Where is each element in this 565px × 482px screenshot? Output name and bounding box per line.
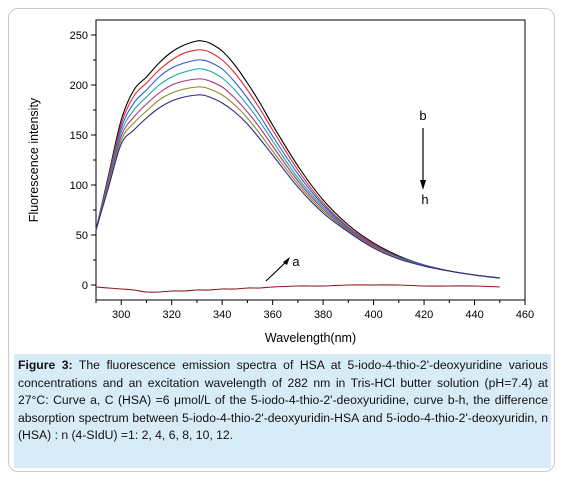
- annotation-arrowhead-a: [283, 257, 290, 265]
- series-line-curve-6: [95, 86, 500, 279]
- series-line-h: [95, 94, 500, 279]
- series-line-b: [95, 40, 500, 279]
- x-tick-label: 300: [112, 309, 130, 321]
- y-tick-label: 50: [76, 230, 88, 242]
- x-tick-label: 360: [263, 309, 281, 321]
- y-tick-label: 150: [70, 130, 88, 142]
- x-tick-label: 380: [314, 309, 332, 321]
- chart-series: [95, 40, 500, 293]
- x-axis-label: Wavelength(nm): [265, 331, 356, 345]
- annotation-label-a: a: [292, 254, 300, 269]
- y-tick-label: 200: [70, 80, 88, 92]
- annotation-label-b: b: [419, 108, 426, 123]
- x-tick-label: 460: [516, 309, 534, 321]
- annotation-arrow-a: [265, 260, 288, 282]
- figure-caption: Figure 3: The fluorescence emission spec…: [18, 357, 548, 445]
- series-line-a: [95, 284, 500, 293]
- y-tick-label: 100: [70, 180, 88, 192]
- x-tick-label: 320: [163, 309, 181, 321]
- chart-axes: 300 320 340 360 380 400 420 440 460 0 50 100 150 200 2…: [27, 19, 534, 345]
- y-tick-label: 0: [82, 280, 88, 292]
- series-line-curve-3: [95, 59, 500, 279]
- x-tick-label: 440: [465, 309, 483, 321]
- chart-annotations: b h a: [265, 108, 429, 282]
- y-axis-label: Fluorescence intensity: [27, 97, 41, 222]
- series-line-curve-2: [95, 49, 500, 279]
- x-tick-label: 400: [364, 309, 382, 321]
- caption-label: Figure 3:: [18, 358, 73, 372]
- annotation-label-h: h: [421, 192, 428, 207]
- y-tick-label: 250: [70, 30, 88, 42]
- x-tick-label: 340: [213, 309, 231, 321]
- caption-background: [14, 354, 551, 468]
- x-tick-label: 420: [415, 309, 433, 321]
- annotation-arrowhead-b-h: [420, 180, 426, 190]
- caption-text: The fluorescence emission spectra of HSA…: [18, 358, 549, 443]
